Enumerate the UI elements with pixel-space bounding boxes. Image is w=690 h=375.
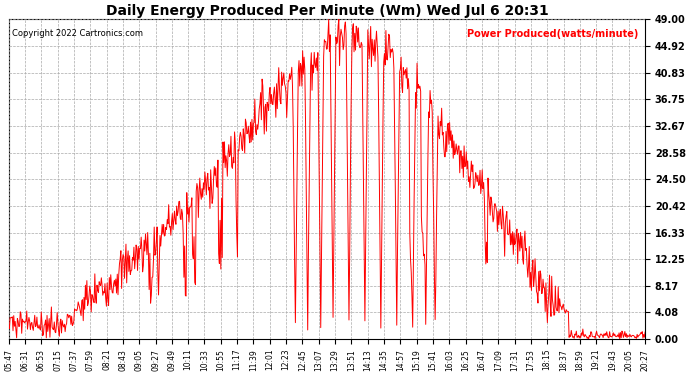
Text: Power Produced(watts/minute): Power Produced(watts/minute) <box>467 29 638 39</box>
Text: Copyright 2022 Cartronics.com: Copyright 2022 Cartronics.com <box>12 29 143 38</box>
Title: Daily Energy Produced Per Minute (Wm) Wed Jul 6 20:31: Daily Energy Produced Per Minute (Wm) We… <box>106 4 549 18</box>
